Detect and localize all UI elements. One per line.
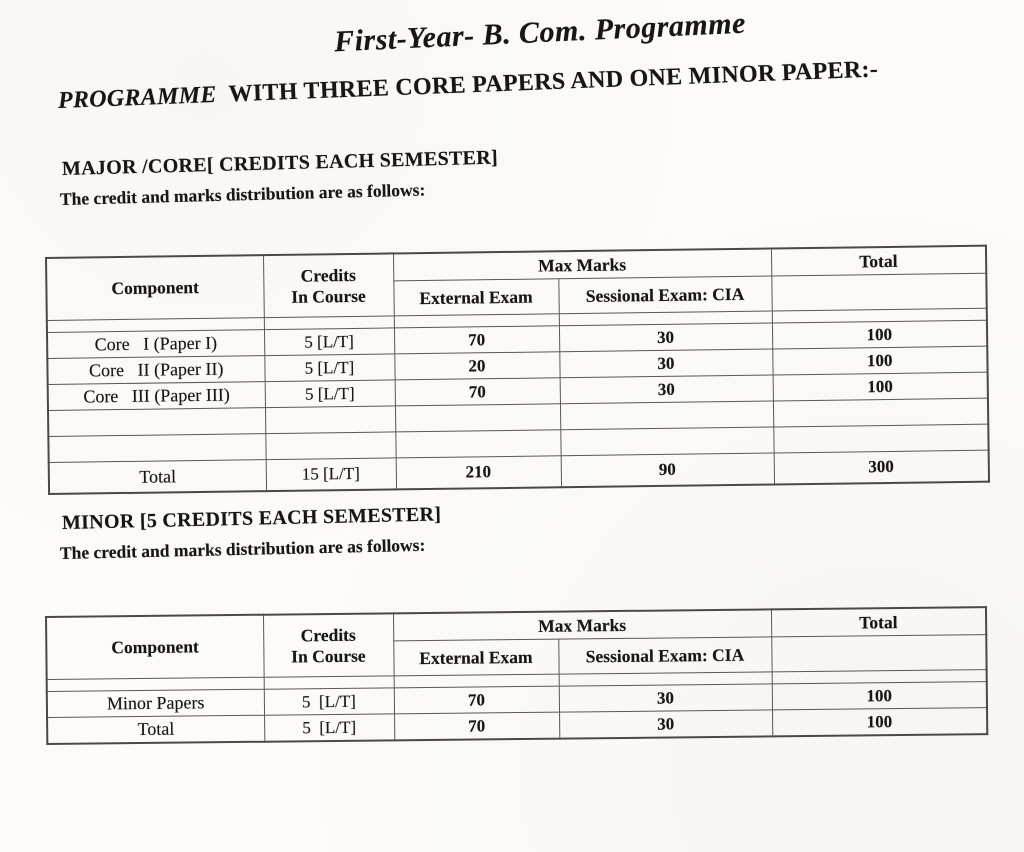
cell-credits: 5 [L/T] (263, 687, 395, 716)
cell-total-marks: 100 (772, 372, 988, 401)
major-table: Component Credits In Course Max Marks To… (45, 244, 991, 495)
minor-header-credits: Credits In Course (262, 613, 394, 678)
empty-cell (265, 431, 396, 460)
cell-total-marks: 100 (771, 681, 988, 710)
cell-component: Total (47, 715, 265, 744)
programme-subtitle-rest: WITH THREE CORE PAPERS AND ONE MINOR PAP… (228, 56, 879, 108)
minor-header-credits-line1: Credits (300, 625, 356, 646)
minor-header-total: Total (770, 607, 987, 637)
cell-total-marks: 100 (772, 707, 988, 737)
major-header-component: Component (46, 255, 264, 321)
empty-cell (264, 405, 396, 434)
major-section-heading: MAJOR /CORE[ CREDITS EACH SEMESTER] (61, 146, 499, 180)
cell-total-marks: 100 (771, 320, 988, 349)
empty-cell (394, 403, 561, 432)
cell-external-marks: 70 (394, 377, 560, 406)
major-header-credits-line2: In Course (291, 285, 366, 307)
minor-header-component: Component (46, 614, 264, 680)
empty-cell (772, 398, 989, 427)
major-header-total: Total (770, 245, 987, 276)
minor-section-intro: The credit and marks distribution are as… (59, 534, 426, 563)
minor-header-credits-line2: In Course (291, 645, 366, 666)
minor-header-external-exam: External Exam (393, 639, 559, 676)
cell-sessional-marks: 30 (559, 374, 773, 404)
cell-credits: 15 [L/T] (265, 457, 397, 492)
cell-component: Core III (Paper III) (47, 381, 265, 411)
cell-component: Minor Papers (46, 689, 265, 718)
minor-table: Component Credits In Course Max Marks To… (45, 606, 989, 745)
minor-header-max-marks: Max Marks (392, 609, 772, 641)
major-header-credits-line1: Credits (300, 265, 356, 287)
programme-word: PROGRAMME (57, 81, 218, 114)
cell-sessional-marks: 30 (559, 348, 773, 378)
cell-total-marks: 100 (772, 346, 988, 375)
empty-cell (48, 407, 266, 437)
minor-section-heading: MINOR [5 CREDITS EACH SEMESTER] (61, 503, 442, 534)
minor-header-sessional-exam: Sessional Exam: CIA (558, 636, 772, 675)
minor-header-total-empty-cell (771, 634, 987, 672)
cell-component: Core I (Paper I) (46, 329, 265, 359)
empty-cell (560, 426, 774, 456)
cell-external-marks: 20 (394, 351, 560, 380)
cell-sessional-marks: 30 (558, 683, 773, 713)
cell-external-marks: 210 (395, 455, 562, 490)
cell-credits: 5 [L/T] (264, 713, 395, 742)
major-header-sessional-exam: Sessional Exam: CIA (558, 275, 772, 314)
cell-external-marks: 70 (394, 712, 560, 741)
cell-external-marks: 70 (393, 325, 560, 354)
cell-component: Core II (Paper II) (47, 355, 265, 385)
major-section-intro: The credit and marks distribution are as… (59, 179, 426, 209)
cell-component: Total (48, 459, 267, 494)
cell-sessional-marks: 90 (560, 452, 775, 488)
cell-sessional-marks: 30 (559, 709, 773, 739)
cell-external-marks: 70 (393, 686, 560, 714)
cell-credits: 5 [L/T] (264, 353, 395, 382)
minor-credits-table: Component Credits In Course Max Marks To… (45, 606, 989, 745)
cell-total-marks: 300 (773, 450, 990, 485)
empty-cell (559, 400, 774, 430)
empty-cell (395, 429, 561, 458)
major-credits-table: Component Credits In Course Max Marks To… (45, 244, 991, 495)
cell-credits: 5 [L/T] (263, 327, 395, 356)
empty-cell (773, 424, 989, 453)
cell-credits: 5 [L/T] (264, 379, 395, 408)
empty-cell (48, 433, 266, 463)
major-header-total-empty-cell (771, 273, 987, 311)
major-header-external-exam: External Exam (393, 278, 559, 316)
major-header-credits: Credits In Course (262, 253, 394, 318)
cell-sessional-marks: 30 (558, 322, 773, 352)
